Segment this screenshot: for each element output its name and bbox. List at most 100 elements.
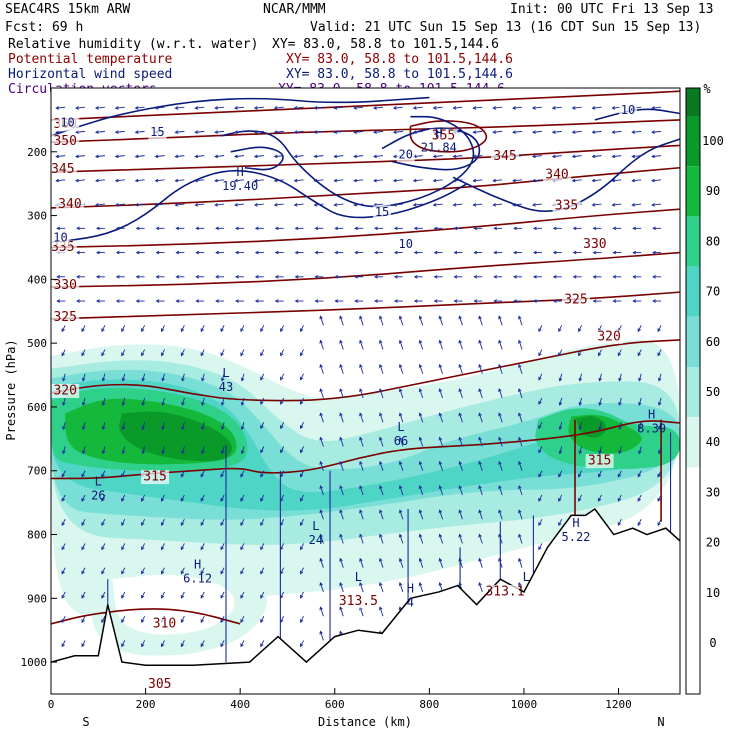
circulation-vector-head: [134, 203, 139, 207]
theta-label-bg: [141, 470, 170, 485]
circulation-vector-head: [512, 203, 516, 207]
circulation-vector: [300, 422, 304, 429]
circulation-vector: [359, 485, 364, 496]
circulation-vector-head: [433, 299, 438, 303]
legend-wind-xy: XY= 83.0, 58.8 to 101.5,144.6: [286, 67, 513, 82]
circulation-vector-head: [433, 250, 438, 255]
circulation-vector: [617, 470, 622, 477]
circulation-vector: [280, 470, 285, 477]
circulation-vector: [319, 510, 324, 520]
circulation-vector-head: [94, 178, 99, 183]
circulation-vector-head: [319, 315, 323, 320]
circulation-vector-head: [438, 436, 443, 441]
circulation-vector-head: [181, 426, 185, 431]
circulation-vector-head: [121, 377, 126, 382]
circulation-vector: [453, 179, 463, 182]
circulation-vector-head: [353, 154, 358, 159]
circulation-vector: [399, 388, 404, 399]
circulation-vector-head: [134, 106, 139, 110]
circulation-vector-head: [379, 339, 383, 344]
circulation-vector-head: [339, 509, 343, 514]
circulation-vector: [453, 106, 463, 109]
circulation-vector-head: [458, 363, 462, 368]
circulation-vector-head: [333, 106, 338, 110]
circulation-vector: [274, 203, 284, 206]
colorbar-tick-label: 60: [706, 335, 720, 349]
circulation-vector-head: [121, 546, 125, 551]
circulation-vector: [339, 388, 344, 399]
circulation-vector-head: [418, 509, 423, 514]
circulation-vector: [180, 470, 185, 477]
circulation-vector: [260, 470, 265, 477]
circulation-vector-head: [141, 497, 145, 502]
circulation-vector-head: [453, 274, 458, 279]
theta-contour-label: 313.1: [485, 584, 524, 599]
circulation-vector: [76, 106, 86, 109]
circulation-vector: [419, 340, 424, 350]
circulation-vector-head: [393, 226, 398, 231]
circulation-vector: [379, 582, 384, 593]
circulation-vector: [294, 155, 304, 158]
circulation-vector: [280, 373, 285, 380]
circulation-vector: [81, 543, 86, 550]
circulation-vector-head: [200, 570, 204, 575]
y-tick-label: 200: [27, 146, 47, 159]
circulation-vector-head: [180, 352, 185, 357]
circulation-vector-head: [214, 203, 219, 207]
extremum-value: 8.39: [637, 421, 666, 435]
circulation-vector-head: [62, 377, 66, 382]
theta-label-bg: [561, 292, 590, 307]
circulation-vector: [512, 179, 523, 182]
circulation-vector: [632, 203, 642, 206]
circulation-vector: [274, 106, 284, 109]
circulation-vector-head: [418, 315, 423, 320]
circulation-vector-head: [379, 363, 383, 368]
circulation-vector-head: [220, 473, 224, 478]
circulation-vector: [61, 349, 66, 356]
circulation-vector: [532, 155, 542, 158]
circulation-vector-head: [293, 106, 298, 110]
circulation-vector: [300, 615, 304, 623]
circulation-vector-head: [260, 376, 264, 381]
circulation-vector-head: [592, 274, 597, 279]
circulation-vector: [538, 397, 543, 405]
circulation-vector: [135, 106, 145, 109]
circulation-vector: [379, 364, 384, 374]
circulation-vector-head: [412, 203, 417, 207]
wind-speed-contour: [452, 138, 680, 212]
circulation-vector-head: [95, 274, 100, 279]
circulation-vector-head: [260, 643, 264, 648]
circulation-vector-head: [299, 401, 304, 405]
circulation-vector: [240, 519, 245, 526]
circulation-vector: [538, 494, 543, 502]
circulation-vector-head: [571, 154, 576, 159]
circulation-vector: [234, 106, 245, 109]
circulation-vector-head: [334, 250, 339, 255]
circulation-vector: [393, 106, 403, 109]
circulation-vector-head: [215, 250, 219, 255]
circulation-vector: [102, 397, 106, 406]
circulation-vector-head: [235, 250, 239, 255]
circulation-vector: [632, 130, 642, 133]
circulation-vector: [399, 340, 404, 350]
circulation-vector-head: [617, 473, 622, 478]
circulation-vector-head: [220, 619, 224, 624]
circulation-vector: [254, 130, 264, 133]
circulation-vector-head: [200, 522, 204, 527]
circulation-vector: [359, 413, 364, 423]
circulation-vector: [652, 155, 662, 158]
circulation-vector: [162, 373, 165, 381]
extremum-value: 26: [91, 488, 105, 502]
circulation-vectors: [55, 106, 672, 663]
circulation-vector-head: [253, 106, 258, 110]
circulation-vector-head: [299, 522, 304, 527]
circulation-vector: [419, 364, 424, 374]
circulation-vector: [215, 203, 225, 206]
circulation-vector-head: [453, 250, 458, 255]
circulation-vector: [339, 485, 344, 496]
circulation-vector: [122, 422, 126, 430]
wind-label-bg: [148, 125, 167, 140]
circulation-vector: [419, 582, 424, 593]
circulation-vector: [399, 485, 404, 496]
circulation-vector: [254, 203, 264, 206]
